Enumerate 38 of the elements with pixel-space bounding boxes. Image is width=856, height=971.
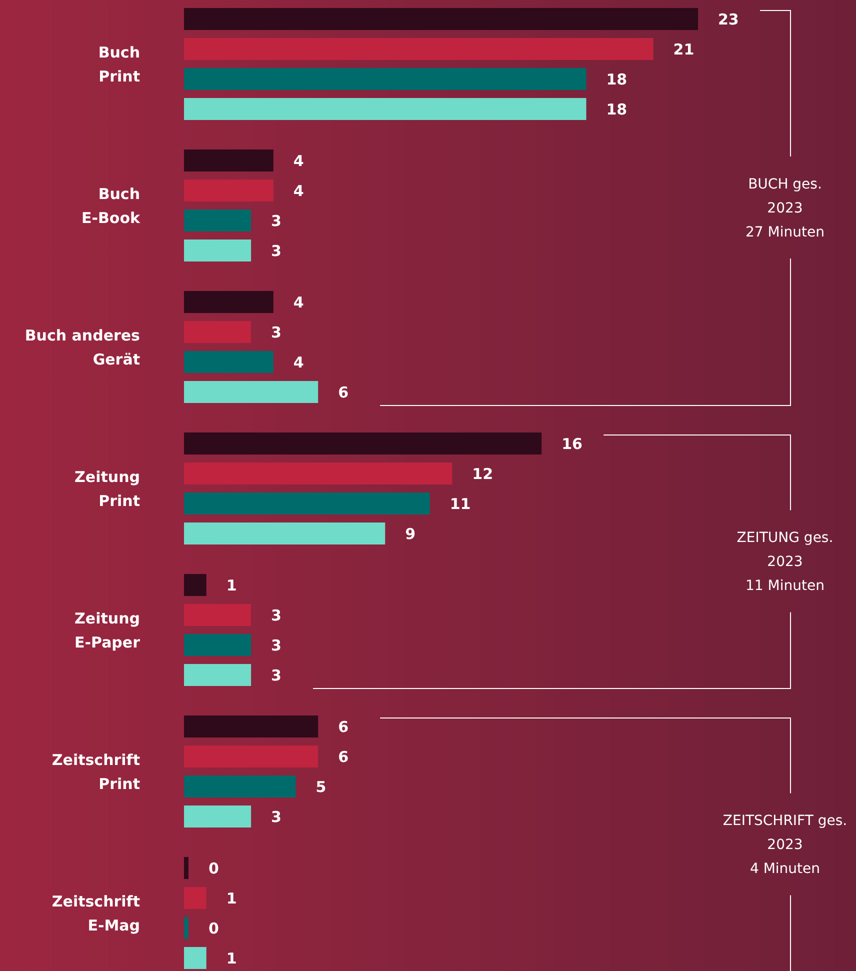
data-label: 6 — [338, 383, 349, 402]
y-tick-label: Buch Print — [98, 43, 140, 86]
data-label: 0 — [208, 919, 219, 938]
data-label: 0 — [208, 859, 219, 878]
data-label: 18 — [606, 70, 628, 88]
data-label: 3 — [271, 323, 282, 342]
data-label: 3 — [271, 212, 282, 230]
text: BUCH ges. 2023 27 Minuten — [746, 176, 824, 240]
data-label: 5 — [316, 778, 326, 796]
data-label: 6 — [338, 718, 349, 736]
data-label: 3 — [271, 606, 282, 624]
data-label: 16 — [562, 434, 582, 453]
data-label: 4 — [293, 293, 304, 312]
data-label: 21 — [673, 40, 694, 58]
data-label: 1 — [226, 949, 237, 968]
text: ZEITUNG ges. 2023 11 Minuten — [736, 530, 834, 594]
y-tick-label: Buch anderes Gerät — [24, 326, 140, 368]
data-label: 23 — [718, 10, 739, 28]
data-label: 6 — [338, 748, 349, 766]
data-label: 4 — [293, 353, 304, 372]
data-label: 3 — [271, 666, 282, 684]
data-label: 3 — [271, 808, 282, 826]
data-label: 1 — [226, 889, 237, 908]
data-label: 3 — [271, 242, 282, 260]
data-label: 1 — [226, 576, 237, 594]
y-tick-label: Zeitschrift E-Mag — [52, 892, 140, 934]
data-label: 9 — [405, 524, 416, 543]
data-label: 3 — [271, 636, 282, 654]
data-label: 18 — [606, 100, 628, 118]
data-label: 4 — [293, 182, 304, 200]
y-tick-label: Buch E-Book — [82, 184, 142, 227]
data-label: 4 — [293, 152, 304, 170]
data-label: 12 — [472, 464, 494, 483]
text: ZEITSCHRIFT ges. 2023 4 Minuten — [722, 813, 848, 878]
y-tick-label: Zeitschrift Print — [52, 750, 140, 793]
y-tick-label: Zeitung Print — [74, 468, 140, 510]
y-tick-label: Zeitung E-Paper — [74, 609, 141, 652]
data-label: 11 — [450, 494, 471, 513]
